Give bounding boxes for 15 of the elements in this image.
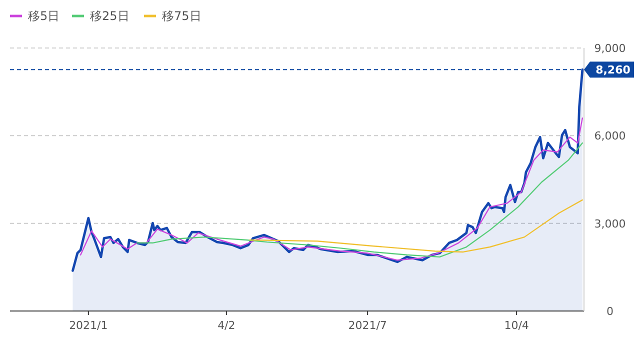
line-series [80, 118, 584, 261]
line-series [249, 199, 584, 253]
x-tick-label: 2021/1 [69, 319, 108, 332]
legend-label: 移5日 [28, 9, 60, 23]
y-tick-label: 6,000 [594, 130, 626, 143]
y-tick-label: 9,000 [594, 42, 626, 55]
legend-label: 移75日 [162, 9, 202, 23]
y-tick-label: 0 [606, 305, 614, 318]
legend-label: 移25日 [90, 9, 130, 23]
x-tick-label: 10/4 [504, 319, 529, 332]
x-tick-label: 2021/7 [348, 319, 387, 332]
x-tick-label: 4/2 [218, 319, 236, 332]
ref-line-label: 8,260 [596, 64, 631, 77]
y-tick-label: 3,000 [594, 217, 626, 230]
line-series [136, 142, 584, 258]
